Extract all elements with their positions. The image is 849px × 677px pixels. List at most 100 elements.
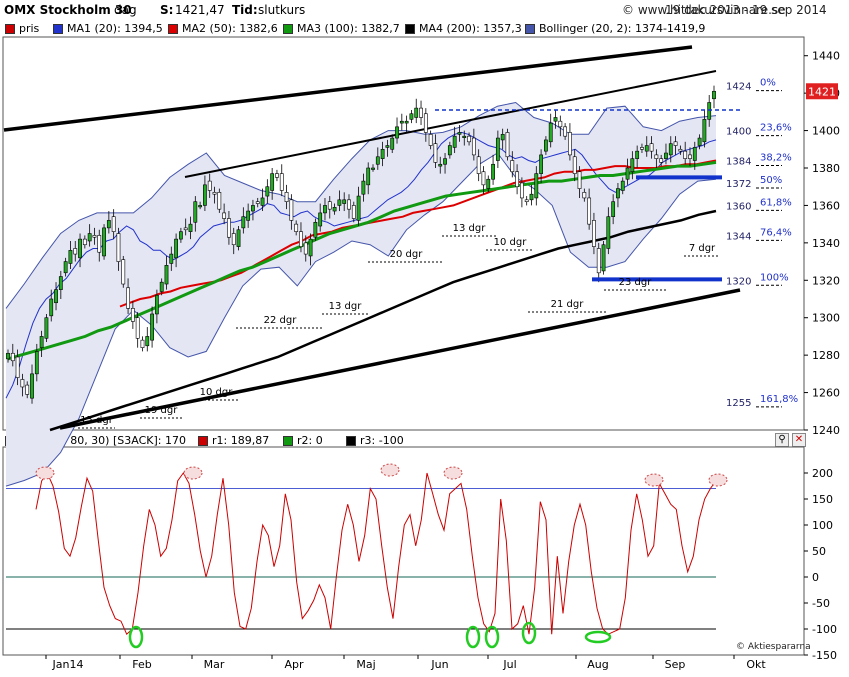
duration-annotation: 19 dgr	[140, 405, 182, 419]
candle-body	[640, 147, 644, 150]
candle	[524, 196, 529, 206]
candle-body	[342, 199, 347, 204]
price-legend: pris MA1 (20): 1394,5 MA2 (50): 1382,6 MA3 …	[3, 21, 804, 37]
candle-body	[361, 180, 366, 195]
candle	[97, 229, 102, 262]
candle-body	[457, 132, 462, 135]
candle-body	[428, 134, 433, 146]
candle-body	[299, 231, 303, 247]
candle-body	[423, 113, 428, 133]
candle	[606, 207, 611, 255]
duration-label: 20 dgr	[390, 249, 424, 260]
candle	[73, 240, 78, 262]
candle	[63, 257, 68, 277]
candle-body	[380, 148, 385, 159]
candle	[212, 186, 217, 204]
candle-body	[553, 117, 558, 122]
candle	[409, 109, 414, 124]
candle	[361, 173, 366, 202]
candle-body	[592, 220, 596, 247]
candle-body	[241, 216, 246, 229]
candle	[712, 85, 716, 109]
duration-annotation: 13 dgr	[322, 301, 368, 315]
fibonacci-level: 1360 61,8%	[726, 197, 792, 212]
legend-label: MA1 (20): 1394,5	[67, 22, 163, 35]
candle	[587, 188, 592, 230]
candle-body	[145, 336, 150, 347]
candle-body	[544, 139, 548, 152]
candle	[438, 156, 443, 174]
candle-body	[207, 180, 212, 191]
candle	[500, 128, 505, 150]
candle-body	[534, 173, 539, 199]
oversold-marker	[521, 621, 537, 645]
candle-body	[572, 156, 577, 174]
candle-body	[20, 379, 25, 388]
candle-body	[332, 207, 337, 212]
candle-body	[414, 107, 419, 118]
candle-body	[664, 152, 668, 159]
legend-item: MA2 (50): 1382,6	[168, 22, 278, 35]
candle	[673, 136, 678, 155]
candle	[443, 153, 447, 174]
candle-body	[515, 171, 519, 188]
candle	[241, 207, 246, 234]
candle-body	[548, 122, 553, 143]
fib-percent: 0%	[760, 78, 776, 89]
candle	[630, 151, 635, 180]
fib-value: 1400	[726, 127, 751, 138]
candle-body	[68, 250, 73, 264]
candle-body	[438, 163, 443, 167]
candle	[260, 188, 265, 212]
candle-body	[58, 276, 63, 290]
legend-swatch	[53, 23, 63, 34]
duration-label: 23 dgr	[619, 277, 653, 288]
fib-value: 1424	[726, 82, 751, 93]
x-tick-label: Maj	[356, 658, 375, 671]
candle	[611, 194, 616, 225]
candle	[433, 134, 438, 168]
candle	[183, 218, 188, 236]
candle	[510, 151, 515, 178]
candle-body	[140, 339, 145, 348]
candle-body	[471, 137, 476, 156]
candle-body	[625, 167, 630, 180]
candle-body	[337, 199, 342, 206]
candle-body	[443, 158, 447, 165]
candle-body	[294, 223, 299, 232]
candle-body	[54, 289, 58, 304]
y-tick-label: 1380	[812, 162, 840, 175]
duration-label: 13 dgr	[329, 301, 363, 312]
y-tick-label: 1240	[812, 424, 840, 437]
candle	[207, 173, 212, 198]
candle-body	[203, 184, 207, 206]
candle	[476, 149, 481, 182]
candle	[707, 95, 712, 127]
candle-body	[519, 182, 524, 199]
instrument-name: OMX Stockholm 30	[4, 3, 132, 17]
candle	[188, 216, 193, 240]
overbought-marker	[443, 466, 463, 480]
candle	[347, 194, 351, 219]
candle	[601, 240, 606, 275]
fib-value: 1344	[726, 231, 751, 242]
y-tick-label: -100	[812, 623, 837, 636]
candle	[327, 196, 332, 219]
candle	[568, 123, 572, 161]
y-tick-label: 1400	[812, 125, 840, 138]
fib-percent: 38,2%	[760, 153, 792, 164]
candle-body	[212, 192, 217, 195]
candle-body	[44, 317, 49, 339]
x-tick-label: Feb	[132, 658, 151, 671]
candle	[20, 373, 25, 397]
candle	[121, 255, 126, 288]
duration-annotation: 21 dgr	[528, 299, 606, 313]
candle	[116, 227, 121, 271]
candle-body	[702, 119, 707, 143]
candle-body	[154, 294, 159, 315]
candle	[471, 128, 476, 161]
candle-body	[178, 231, 183, 240]
fibonacci-level: 1320 100%	[726, 272, 789, 287]
candle	[577, 166, 582, 198]
candle	[255, 197, 260, 208]
